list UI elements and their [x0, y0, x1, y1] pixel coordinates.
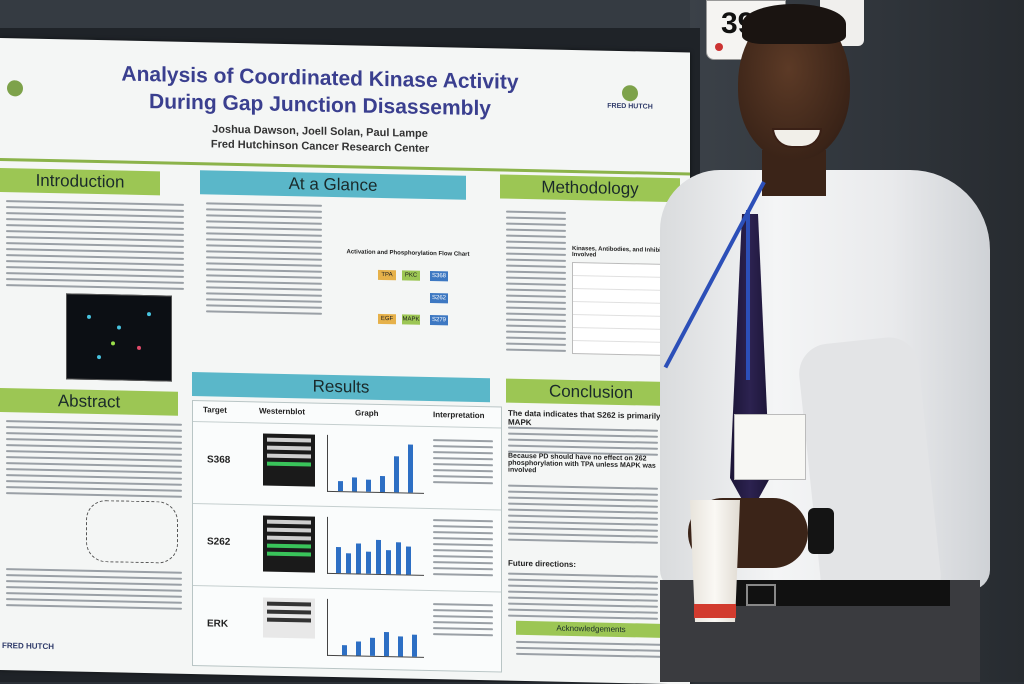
coffee-cup-sleeve — [694, 604, 736, 618]
target-label: S262 — [207, 536, 231, 548]
fred-hutch-logo-bottom: FRED HUTCH — [2, 641, 82, 652]
methodology-text — [506, 210, 566, 356]
flow-node-tpa: TPA — [378, 269, 396, 281]
results-header: Results — [192, 372, 490, 403]
future-directions-text — [508, 572, 658, 624]
introduction-header: Introduction — [0, 168, 160, 196]
coffee-cup — [690, 500, 740, 622]
flow-node-s368: S368 — [430, 271, 448, 282]
red-dot-sticker — [715, 43, 723, 51]
poster-authors: Joshua Dawson, Joell Solan, Paul Lampe F… — [130, 121, 510, 159]
abstract-header: Abstract — [0, 388, 178, 416]
abstract-text-2 — [6, 568, 182, 614]
results-table: Target Westernblot Graph Interpretation … — [192, 400, 502, 673]
logo-text: FRED HUTCH — [2, 641, 54, 652]
flow-node-pkc: PKC — [402, 270, 420, 281]
results-row-s262: S262 — [193, 503, 501, 591]
presenter — [650, 0, 1024, 682]
acknowledgements-header: Acknowledgements — [516, 620, 666, 638]
bar-graph — [327, 598, 424, 658]
logo-text: FRED HUTCH — [607, 102, 653, 111]
flow-node-s262: S262 — [430, 293, 448, 304]
conclusion-text-2 — [508, 484, 658, 548]
gap-junction-diagram — [86, 499, 178, 564]
introduction-text — [6, 200, 184, 294]
flow-node-mapk: MAPK — [402, 314, 420, 325]
bar-graph — [327, 434, 424, 494]
conclusion-subheading: Because PD should have no effect on 262 … — [508, 452, 656, 475]
western-blot-image — [263, 433, 315, 487]
hair — [742, 4, 846, 44]
column-target: Target — [203, 405, 227, 415]
name-badge — [734, 414, 806, 480]
research-poster: Analysis of Coordinated Kinase Activity … — [0, 38, 690, 684]
bar-graph — [327, 516, 424, 576]
future-directions-label: Future directions: — [508, 558, 577, 570]
results-row-erk: ERK — [193, 585, 501, 673]
smartwatch — [808, 508, 834, 554]
flow-node-egf: EGF — [378, 313, 396, 325]
at-a-glance-text — [206, 202, 322, 318]
abstract-text — [6, 420, 182, 502]
column-interpretation: Interpretation — [433, 410, 485, 421]
target-label: S368 — [207, 454, 231, 466]
column-westernblot: Westernblot — [259, 406, 306, 417]
microscopy-image — [66, 293, 172, 382]
target-label: ERK — [207, 618, 229, 630]
at-a-glance-header: At a Glance — [200, 170, 466, 200]
logo-mark-icon — [622, 85, 638, 102]
flow-node-s279: S279 — [430, 315, 448, 326]
fred-hutch-logo-left — [0, 80, 30, 99]
western-blot-image — [263, 597, 315, 639]
western-blot-image — [263, 515, 315, 573]
flow-chart-title: Activation and Phosphorylation Flow Char… — [346, 249, 470, 258]
interpretation-text — [433, 439, 493, 488]
column-graph: Graph — [355, 408, 379, 418]
belt-buckle — [746, 584, 776, 606]
logo-mark-icon — [7, 80, 23, 97]
acknowledgements-text — [516, 640, 664, 662]
interpretation-text — [433, 519, 493, 580]
poster-title: Analysis of Coordinated Kinase Activity … — [60, 59, 580, 124]
lanyard-strap-left — [746, 210, 750, 380]
results-row-s368: S368 — [193, 421, 501, 509]
interpretation-text — [433, 603, 493, 640]
